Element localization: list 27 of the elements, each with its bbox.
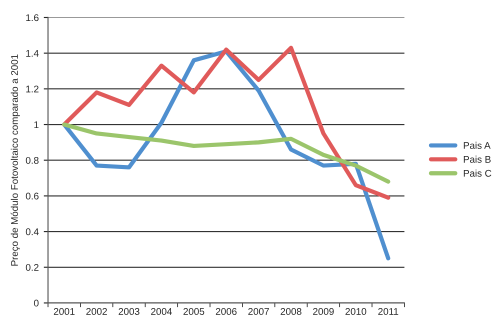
legend-label: Pais B — [464, 156, 491, 163]
legend-label: Pais C — [464, 170, 492, 177]
line-series — [62, 49, 390, 260]
x-tick-label: 2011 — [378, 308, 398, 315]
y-tick-label: 1.2 — [26, 86, 38, 92]
legend-label: Pais A — [464, 142, 491, 149]
x-tick-label: 2002 — [86, 308, 107, 315]
x-tick-label: 2003 — [118, 308, 140, 315]
y-tick-label: 0 — [34, 300, 39, 307]
line-series — [62, 122, 390, 184]
x-tick-label: 2007 — [248, 308, 269, 315]
x-tick-label: 2006 — [216, 308, 237, 315]
y-tick-label: 0.8 — [26, 156, 39, 164]
x-tick-label: 2009 — [313, 308, 334, 315]
y-tick-label: 0.2 — [26, 264, 38, 271]
x-tick-label: 2005 — [183, 308, 204, 315]
x-tick-label: 2010 — [345, 308, 366, 315]
y-tick-label: 0.4 — [26, 228, 39, 236]
y-tick-label: 1.6 — [26, 14, 39, 22]
x-tick-label: 2008 — [280, 308, 302, 315]
y-axis-title: Preço de Módulo Fotovoltaico comparado a 2001 — [10, 54, 20, 266]
x-tick-label: 2004 — [151, 308, 172, 315]
x-tick-label: 2001 — [54, 308, 75, 315]
y-tick-label: 1 — [34, 121, 39, 128]
y-tick-label: 1.4 — [26, 50, 39, 57]
line-series — [62, 46, 390, 200]
y-tick-label: 0.6 — [26, 192, 39, 200]
